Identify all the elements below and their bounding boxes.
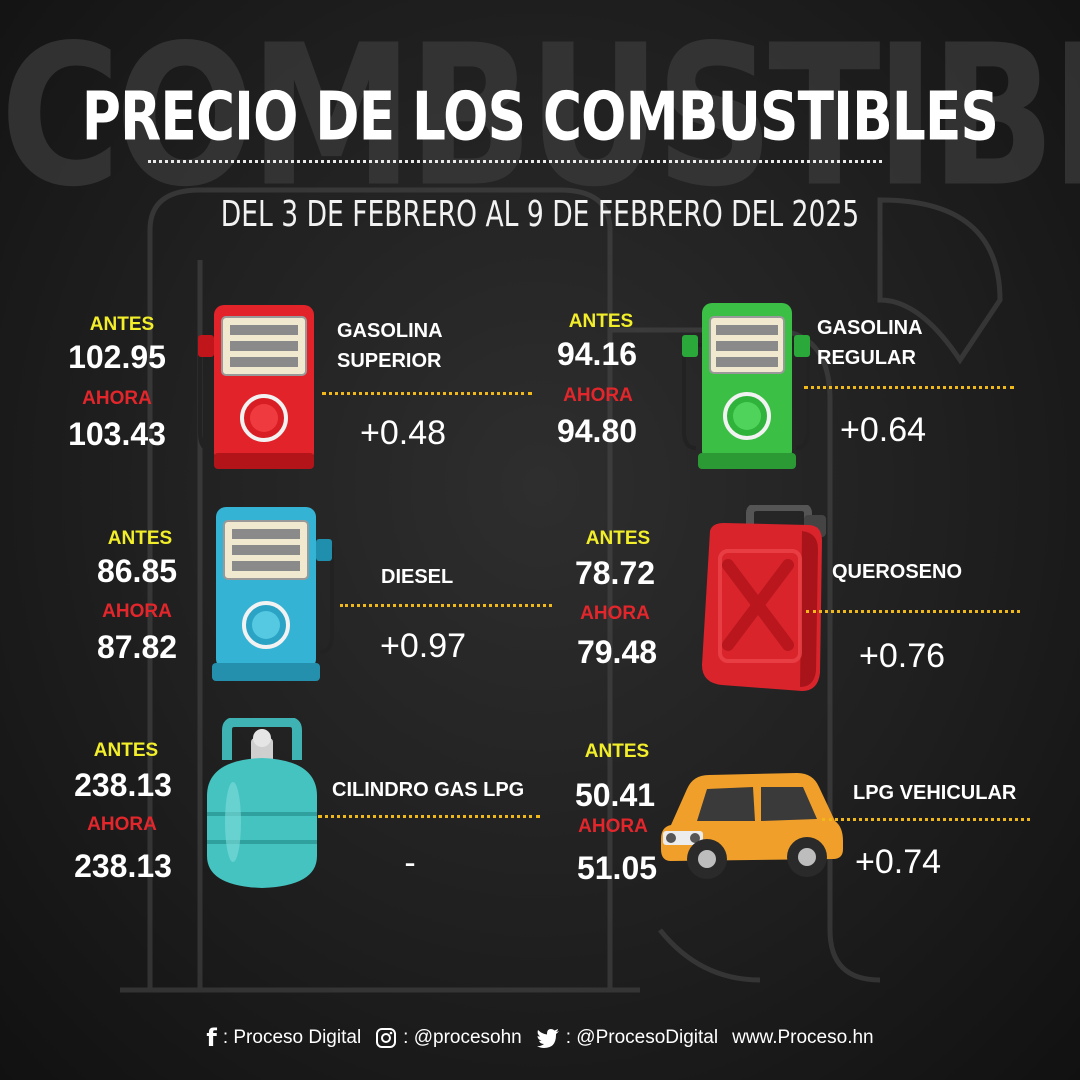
blue-fuel-pump-icon — [212, 507, 334, 681]
red-jerrycan-icon — [702, 505, 826, 691]
antes-label: ANTES — [107, 528, 173, 549]
ahora-label: AHORA — [563, 385, 633, 406]
price-antes: 78.72 — [574, 555, 656, 591]
price-ahora: 103.43 — [68, 416, 166, 452]
dotted-divider — [340, 604, 552, 607]
orange-car-icon — [661, 773, 843, 879]
price-change: +0.76 — [858, 637, 946, 675]
social-footer: f : Proceso Digital : @procesohn : @Proc… — [0, 1018, 1080, 1058]
instagram-handle: : @procesohn — [403, 1027, 522, 1048]
antes-label: ANTES — [93, 740, 159, 761]
fuel-name-line2: REGULAR — [817, 347, 916, 369]
price-ahora: 87.82 — [96, 629, 178, 665]
dotted-divider — [806, 610, 1020, 613]
ahora-label: AHORA — [87, 814, 157, 835]
dotted-divider — [822, 818, 1030, 821]
fuel-name-line1: GASOLINA — [337, 320, 443, 342]
price-ahora: 51.05 — [576, 850, 658, 886]
price-antes: 94.16 — [556, 336, 638, 372]
twitter-link[interactable]: : @ProcesoDigital — [536, 1027, 718, 1049]
price-antes: 238.13 — [74, 767, 172, 803]
fuel-name: DIESEL — [381, 562, 453, 592]
dotted-divider — [804, 386, 1014, 389]
facebook-handle: : Proceso Digital — [222, 1027, 362, 1048]
fuel-name: LPG VEHICULAR — [853, 778, 1016, 808]
facebook-link[interactable]: f : Proceso Digital — [206, 1024, 361, 1052]
title-divider — [148, 160, 882, 163]
instagram-link[interactable]: : @procesohn — [375, 1027, 522, 1049]
price-ahora: 94.80 — [556, 413, 638, 449]
price-change: +0.74 — [854, 843, 942, 881]
background-word: COMBUSTIBLES — [0, 2, 1080, 230]
antes-label: ANTES — [568, 311, 634, 332]
price-ahora: 79.48 — [576, 634, 658, 670]
facebook-icon: f — [206, 1024, 217, 1052]
price-antes: 86.85 — [96, 553, 178, 589]
fuel-name-line1: GASOLINA — [817, 317, 923, 339]
instagram-icon — [376, 1028, 397, 1048]
price-change: +0.97 — [379, 627, 467, 665]
dotted-divider — [322, 392, 532, 395]
fuel-name-line1: QUEROSENO — [832, 561, 963, 583]
fuel-name-line1: LPG VEHICULAR — [853, 782, 1017, 804]
green-fuel-pump-icon — [682, 303, 810, 469]
twitter-bird-icon — [536, 1029, 559, 1048]
antes-label: ANTES — [585, 528, 651, 549]
fuel-name: QUEROSENO — [832, 557, 962, 587]
price-antes: 50.41 — [574, 777, 656, 813]
fuel-name: GASOLINA REGULAR — [817, 313, 923, 373]
antes-label: ANTES — [89, 314, 155, 335]
antes-label: ANTES — [584, 741, 650, 762]
fuel-name-line2: SUPERIOR — [337, 350, 442, 372]
red-fuel-pump-icon — [198, 305, 314, 469]
website-link[interactable]: www.Proceso.hn — [732, 1027, 874, 1049]
page-title: PRECIO DE LOS COMBUSTIBLES — [81, 77, 999, 156]
price-change: +0.48 — [359, 414, 447, 452]
page-subtitle: DEL 3 DE FEBRERO AL 9 DE FEBRERO DEL 202… — [220, 194, 860, 235]
website-url: www.Proceso.hn — [732, 1027, 874, 1048]
dotted-divider — [318, 815, 540, 818]
fuel-name-line1: DIESEL — [381, 566, 454, 588]
ahora-label: AHORA — [580, 603, 650, 624]
fuel-name: CILINDRO GAS LPG — [332, 775, 524, 805]
price-change: +0.64 — [839, 411, 927, 449]
fuel-name: GASOLINA SUPERIOR — [337, 316, 443, 376]
gas-cylinder-icon — [207, 718, 317, 888]
price-change: - — [404, 844, 416, 882]
ahora-label: AHORA — [82, 388, 152, 409]
ahora-label: AHORA — [578, 816, 648, 837]
fuel-name-line1: CILINDRO GAS LPG — [332, 779, 525, 801]
price-ahora: 238.13 — [74, 848, 172, 884]
twitter-handle: : @ProcesoDigital — [565, 1027, 719, 1048]
price-antes: 102.95 — [68, 339, 166, 375]
ahora-label: AHORA — [102, 601, 172, 622]
